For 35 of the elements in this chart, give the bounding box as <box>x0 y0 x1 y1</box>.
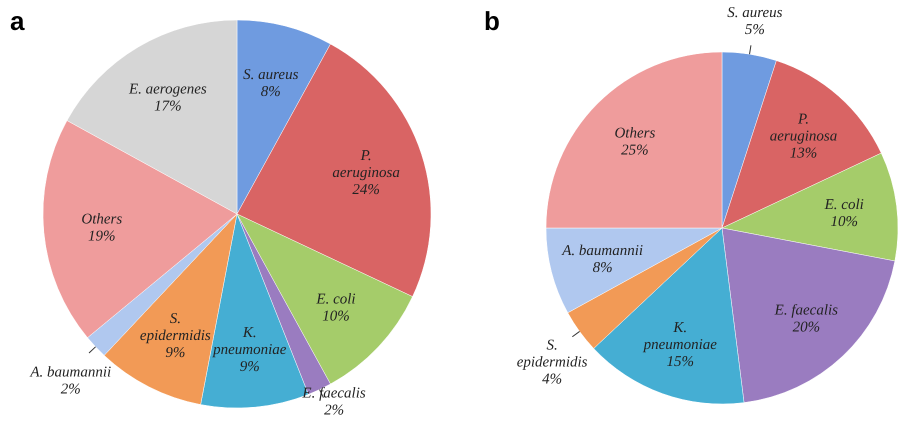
slice-label: E. faecalis <box>774 302 838 318</box>
slice-label: E. coli <box>315 291 356 308</box>
data-label: 4% <box>542 371 562 388</box>
slice-label: A. baumannii <box>29 364 112 381</box>
slice-label: P. aeruginosa <box>332 148 400 182</box>
slice-label: S. epidermidis <box>140 311 211 344</box>
slice-label: K. pneumoniae <box>212 325 287 358</box>
data-label: 2% <box>60 382 81 398</box>
data-label: 13% <box>790 146 818 162</box>
data-label: 20% <box>792 319 820 336</box>
data-label: 17% <box>154 98 182 115</box>
slice-label: E. coli <box>824 197 864 214</box>
slice-label: Others <box>81 211 122 228</box>
data-label: 15% <box>666 354 694 370</box>
chart-title: a <box>10 6 25 36</box>
data-label: 8% <box>592 260 613 276</box>
data-label: 9% <box>165 345 186 361</box>
data-label: 9% <box>240 359 260 376</box>
slice-label: S. epidermidis <box>516 337 588 370</box>
data-label: 10% <box>830 214 858 230</box>
slice-label: Others <box>614 125 656 142</box>
data-label: 10% <box>322 308 350 324</box>
slice-label: S. aureus <box>243 66 299 83</box>
data-label: 19% <box>88 228 116 244</box>
data-label: 24% <box>352 182 380 198</box>
slice-label: E. aerogenes <box>128 82 207 98</box>
data-label: 8% <box>260 84 281 100</box>
slice-label: S. aureus <box>727 5 783 22</box>
slice-label: K. pneumoniae <box>642 320 718 353</box>
chart-title: b <box>484 6 500 36</box>
data-label: 2% <box>324 402 344 418</box>
slice-label: P. aeruginosa <box>770 112 838 145</box>
data-label: 5% <box>744 22 765 38</box>
data-label: 25% <box>621 142 649 158</box>
slice-label: A. baumannii <box>561 243 644 260</box>
